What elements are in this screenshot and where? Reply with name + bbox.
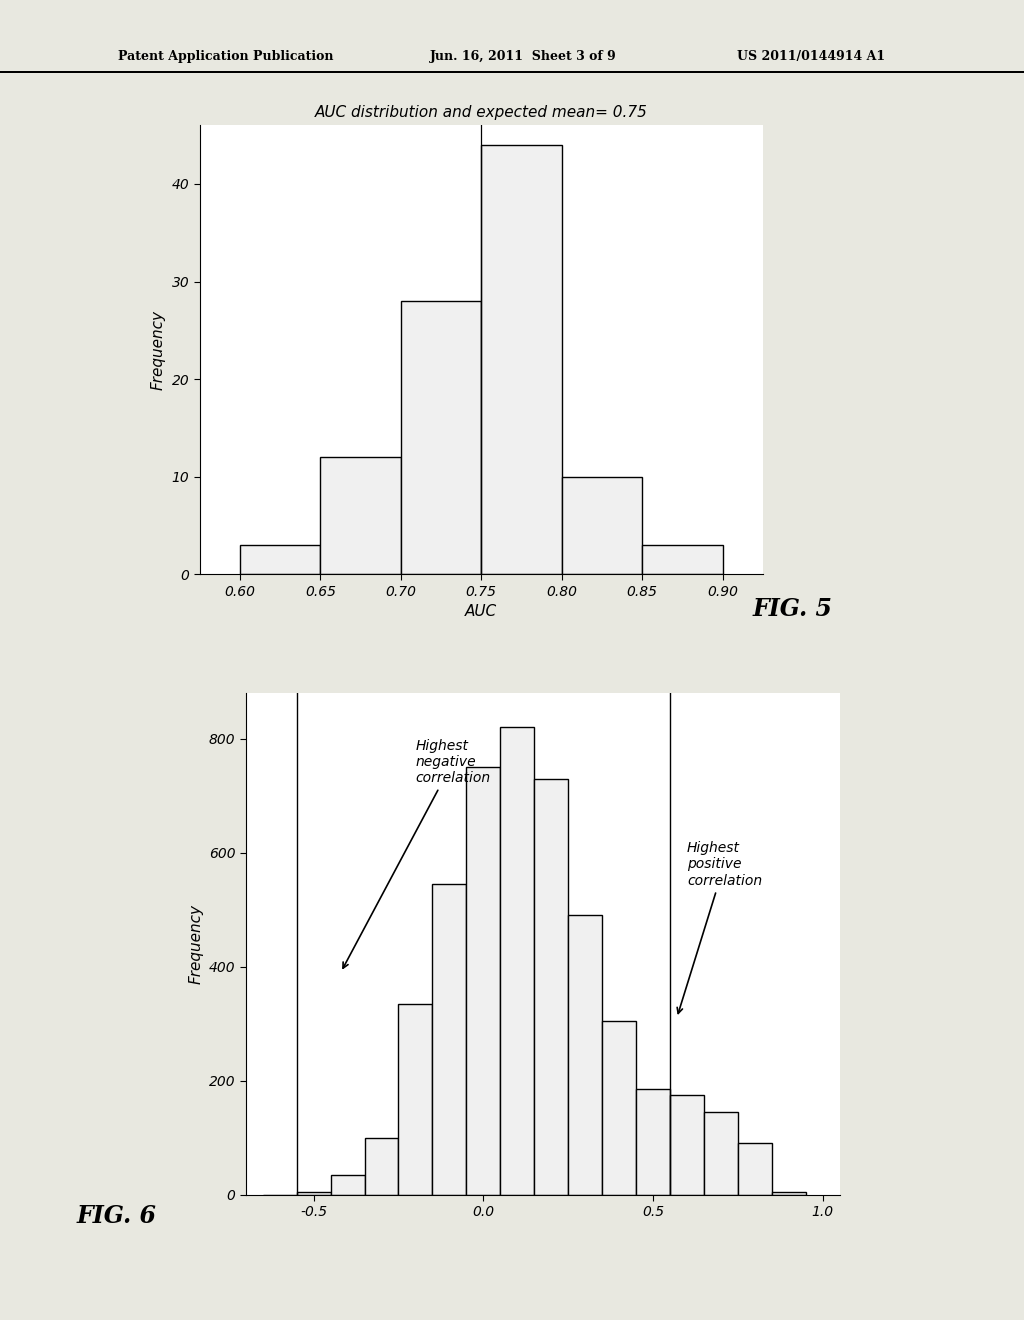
Bar: [642, 545, 723, 574]
Text: FIG. 5: FIG. 5: [753, 597, 833, 620]
Text: Highest
positive
correlation: Highest positive correlation: [677, 841, 762, 1014]
Bar: [466, 767, 501, 1195]
Bar: [432, 884, 466, 1195]
Bar: [738, 1143, 772, 1195]
Bar: [602, 1020, 636, 1195]
Title: AUC distribution and expected mean= 0.75: AUC distribution and expected mean= 0.75: [314, 106, 648, 120]
Bar: [400, 301, 481, 574]
Bar: [297, 1192, 331, 1195]
Bar: [562, 477, 642, 574]
Bar: [481, 145, 562, 574]
Bar: [365, 1138, 398, 1195]
Bar: [501, 727, 535, 1195]
Bar: [240, 545, 321, 574]
Bar: [636, 1089, 670, 1195]
Bar: [398, 1003, 432, 1195]
Text: FIG. 6: FIG. 6: [77, 1204, 157, 1228]
Text: Patent Application Publication: Patent Application Publication: [118, 50, 333, 63]
Text: Jun. 16, 2011  Sheet 3 of 9: Jun. 16, 2011 Sheet 3 of 9: [430, 50, 616, 63]
X-axis label: AUC: AUC: [465, 605, 498, 619]
Text: US 2011/0144914 A1: US 2011/0144914 A1: [737, 50, 886, 63]
Bar: [535, 779, 568, 1195]
Bar: [772, 1192, 806, 1195]
Bar: [568, 915, 602, 1195]
Y-axis label: Frequency: Frequency: [188, 904, 203, 983]
Text: Highest
negative
correlation: Highest negative correlation: [343, 739, 490, 968]
Bar: [331, 1175, 365, 1195]
Bar: [321, 457, 400, 574]
Bar: [670, 1094, 703, 1195]
Bar: [703, 1111, 738, 1195]
Y-axis label: Frequency: Frequency: [151, 310, 166, 389]
